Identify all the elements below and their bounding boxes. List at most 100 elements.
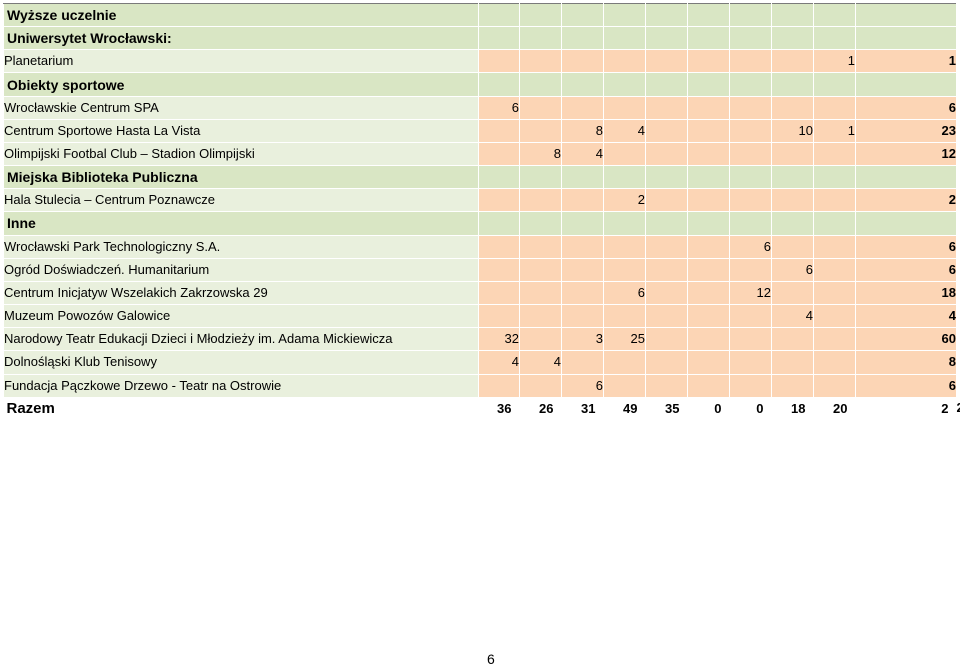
- value-cell: [687, 234, 730, 259]
- value-cell: [478, 373, 520, 398]
- value-cell: [519, 95, 562, 120]
- empty-cell: [687, 72, 730, 97]
- data-table: Wyższe uczelnie Uniwersytet Wrocławski: Pl…: [3, 2, 960, 420]
- empty-cell: [561, 211, 604, 236]
- table-row: Planetarium 1 1: [3, 49, 957, 74]
- row-label: Centrum Sportowe Hasta La Vista: [3, 118, 479, 143]
- value-cell: [771, 234, 814, 259]
- empty-cell: [645, 72, 688, 97]
- value-cell: [519, 188, 562, 213]
- table-body: Wyższe uczelnie Uniwersytet Wrocławski: Pl…: [3, 2, 960, 420]
- value-cell: [813, 327, 856, 352]
- value-cell: [645, 280, 688, 306]
- value-cell: [519, 49, 562, 74]
- empty-cell: [813, 211, 856, 236]
- empty-cell: [813, 72, 856, 97]
- value-cell: [813, 95, 856, 120]
- row-label: Ogród Doświadczeń. Humanitarium: [3, 257, 479, 282]
- total-cell: 36: [478, 397, 520, 420]
- empty-cell: [771, 26, 814, 51]
- empty-cell: [603, 26, 646, 51]
- total-cell: 20: [813, 397, 856, 420]
- total-cell: 49: [603, 397, 646, 420]
- empty-cell: [771, 72, 814, 97]
- value-cell: [478, 118, 520, 143]
- value-cell: [645, 234, 688, 259]
- row-total: 60: [855, 327, 957, 352]
- value-cell: [771, 141, 814, 167]
- value-cell: [771, 373, 814, 398]
- value-cell: [603, 373, 646, 398]
- row-total: 6: [855, 234, 957, 259]
- value-cell: [687, 304, 730, 329]
- value-cell: [771, 327, 814, 352]
- empty-cell: [813, 2, 856, 28]
- section-header: Uniwersytet Wrocławski:: [3, 26, 479, 51]
- total-cell: 2: [855, 397, 957, 420]
- table-row: Wrocławski Park Technologiczny S.A. 6 6: [3, 234, 957, 259]
- value-cell: [519, 280, 562, 306]
- value-cell: [729, 118, 772, 143]
- value-cell: [687, 257, 730, 282]
- row-total: 8: [855, 350, 957, 375]
- value-cell: [561, 188, 604, 213]
- empty-cell: [771, 211, 814, 236]
- total-label: Razem: [3, 397, 479, 420]
- value-cell: [729, 373, 772, 398]
- empty-cell: [687, 26, 730, 51]
- value-cell: [561, 350, 604, 375]
- value-cell: [687, 350, 730, 375]
- section-header-row: Obiekty sportowe: [3, 72, 957, 97]
- section-header: Wyższe uczelnie: [3, 2, 479, 28]
- value-cell: [519, 304, 562, 329]
- empty-cell: [561, 2, 604, 28]
- value-cell: [645, 95, 688, 120]
- empty-cell: [603, 165, 646, 190]
- table-row: Wrocławskie Centrum SPA 6 6: [3, 95, 957, 120]
- value-cell: [645, 304, 688, 329]
- value-cell: [729, 188, 772, 213]
- empty-cell: [729, 72, 772, 97]
- value-cell: [478, 234, 520, 259]
- value-cell: [645, 257, 688, 282]
- value-cell: [603, 95, 646, 120]
- value-cell: 8: [519, 141, 562, 167]
- value-cell: [813, 188, 856, 213]
- value-cell: [645, 373, 688, 398]
- value-cell: 32: [478, 327, 520, 352]
- row-total: 18: [855, 280, 957, 306]
- value-cell: [603, 304, 646, 329]
- empty-cell: [855, 211, 957, 236]
- row-label: Dolnośląski Klub Tenisowy: [3, 350, 479, 375]
- empty-cell: [729, 211, 772, 236]
- total-cell: 31: [561, 397, 604, 420]
- value-cell: [478, 188, 520, 213]
- value-cell: [729, 327, 772, 352]
- value-cell: 3: [561, 327, 604, 352]
- row-total: 1: [855, 49, 957, 74]
- empty-cell: [771, 2, 814, 28]
- value-cell: 6: [729, 234, 772, 259]
- value-cell: [813, 373, 856, 398]
- value-cell: [729, 304, 772, 329]
- empty-cell: [478, 165, 520, 190]
- empty-cell: [771, 165, 814, 190]
- row-total: 4: [855, 304, 957, 329]
- value-cell: [813, 280, 856, 306]
- row-label: Hala Stulecia – Centrum Poznawcze: [3, 188, 479, 213]
- value-cell: [645, 350, 688, 375]
- section-header: Miejska Biblioteka Publiczna: [3, 165, 479, 190]
- value-cell: [561, 280, 604, 306]
- row-label: Planetarium: [3, 49, 479, 74]
- empty-cell: [478, 26, 520, 51]
- table-row: Centrum Inicjatyw Wszelakich Zakrzowska …: [3, 280, 957, 306]
- section-header-row: Wyższe uczelnie: [3, 2, 957, 28]
- value-cell: [478, 49, 520, 74]
- value-cell: 4: [478, 350, 520, 375]
- value-cell: [687, 141, 730, 167]
- value-cell: [603, 350, 646, 375]
- value-cell: [813, 304, 856, 329]
- section-header-row: Miejska Biblioteka Publiczna: [3, 165, 957, 190]
- row-total: 6: [855, 373, 957, 398]
- value-cell: [645, 141, 688, 167]
